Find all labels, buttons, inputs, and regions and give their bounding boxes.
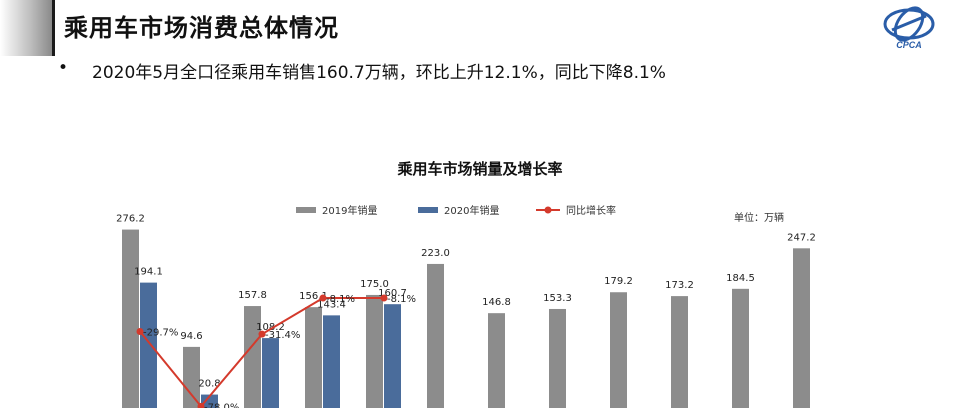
bar-2019	[427, 263, 444, 408]
legend-label-growth: 同比增长率	[566, 204, 616, 217]
bar-label-2019: 94.6	[180, 331, 202, 342]
growth-label: -78.0%	[204, 402, 239, 408]
growth-label: -8.1%	[326, 294, 355, 305]
bar-label-2019: 223.0	[421, 248, 450, 259]
bar-2019	[488, 313, 505, 408]
bar-label-2019: 157.8	[238, 290, 267, 301]
bullet-symbol: •	[58, 58, 69, 78]
bar-label-2019: 146.8	[482, 297, 511, 308]
growth-marker	[380, 294, 388, 302]
bar-2019	[549, 308, 566, 408]
legend-label-2020: 2020年销量	[444, 204, 499, 217]
legend-swatch-2020	[418, 207, 438, 213]
slide-title: 乘用车市场消费总体情况	[64, 14, 339, 42]
bar-2020	[323, 315, 340, 408]
bar-2019	[305, 307, 322, 408]
legend-label-2019: 2019年销量	[322, 204, 377, 217]
bar-2020	[140, 282, 157, 408]
legend: 2019年销量 2020年销量 同比增长率	[296, 204, 616, 217]
legend-marker-growth	[544, 206, 552, 214]
bar-label-2019: 153.3	[543, 293, 572, 304]
bar-2020	[384, 304, 401, 408]
bar-label-2020: 20.8	[198, 379, 220, 390]
bar-2019	[671, 296, 688, 408]
logo-text: CPCA	[896, 40, 922, 50]
bar-2019	[610, 292, 627, 408]
bar-label-2019: 179.2	[604, 276, 633, 287]
bar-2019	[244, 306, 261, 408]
bar-2020	[262, 338, 279, 408]
bar-label-2020: 143.4	[317, 299, 346, 310]
bar-label-2019: 184.5	[726, 273, 755, 284]
growth-marker	[197, 402, 205, 408]
bar-label-2020: 160.7	[378, 288, 407, 299]
unit-label: 单位：万辆	[734, 211, 784, 224]
bar-2019	[366, 294, 383, 408]
summary-text: 2020年5月全口径乘用车销售160.7万辆，环比上升12.1%，同比下降8.1…	[92, 63, 666, 83]
bar-2020	[201, 394, 218, 408]
bar-2019	[183, 346, 200, 408]
bar-group: 276.2 94.6 157.8 156.1 175.0 223.0 146.8 153.3 1…	[116, 214, 816, 408]
growth-marker	[136, 327, 144, 335]
bar-2019	[732, 288, 749, 408]
growth-marker	[258, 330, 266, 338]
growth-marker	[319, 294, 327, 302]
slide-header: 乘用车市场消费总体情况 CPCA	[0, 0, 960, 56]
bar-label-2020: 194.1	[134, 267, 163, 278]
bar-label-2019: 156.1	[299, 291, 328, 302]
header-accent-bar	[0, 0, 55, 56]
chart-title: 乘用车市场销量及增长率	[396, 160, 562, 178]
bar-2019	[122, 229, 139, 408]
legend-swatch-2019	[296, 207, 316, 213]
bar-label-2020: 108.2	[256, 322, 285, 333]
growth-label: -29.7%	[143, 327, 178, 338]
cpca-logo-icon: CPCA	[883, 6, 935, 50]
bar-label-2019: 175.0	[360, 279, 389, 290]
bar-label-2019: 247.2	[787, 232, 816, 243]
growth-line-group: -29.7% -78.0% -31.4% -8.1% -8.1%	[136, 294, 416, 408]
bar-label-2019: 173.2	[665, 280, 694, 291]
bar-label-2019: 276.2	[116, 214, 145, 225]
bar-2019	[793, 248, 810, 408]
growth-label: -8.1%	[387, 294, 416, 305]
growth-label: -31.4%	[265, 330, 300, 341]
